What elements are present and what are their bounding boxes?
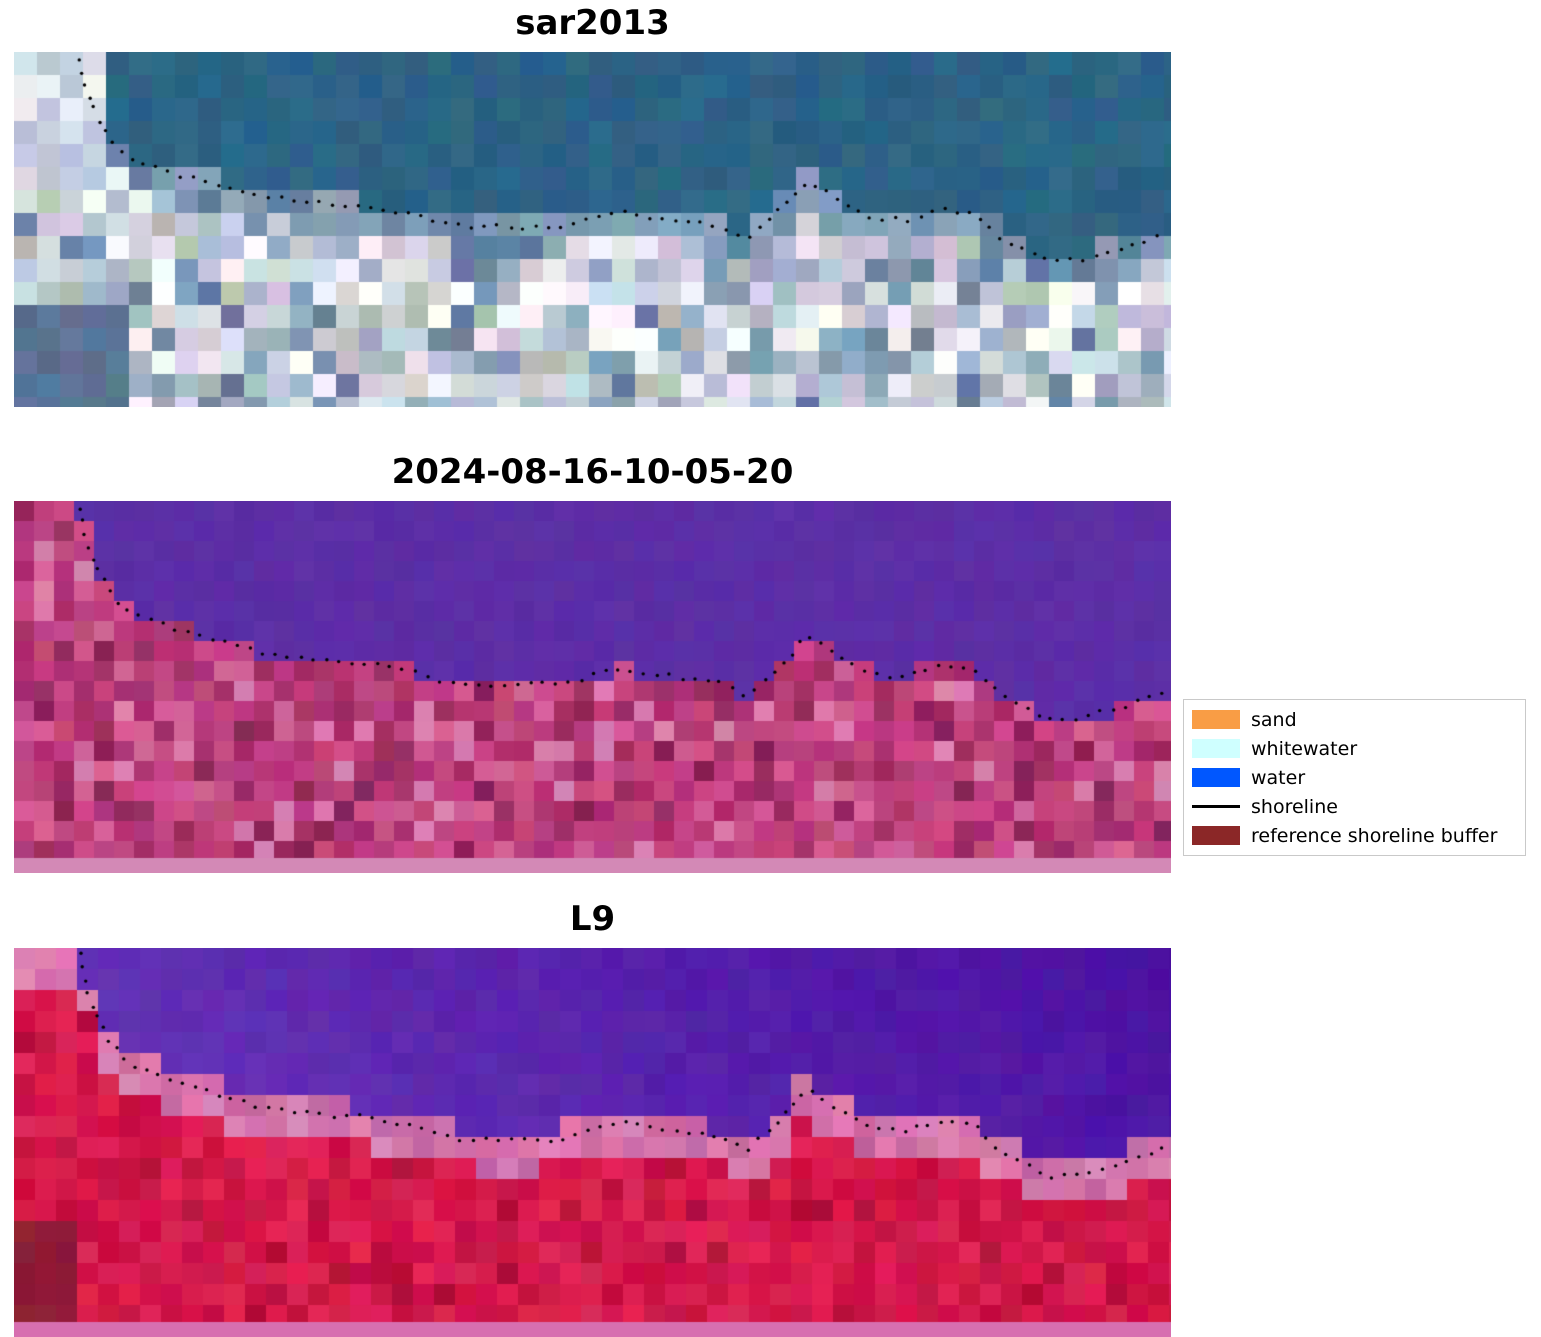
reference-shoreline-buffer-swatch [1192,826,1240,845]
legend: sand whitewater water shoreline referenc… [1183,699,1526,856]
legend-label-sand: sand [1251,708,1297,731]
shoreline-line-swatch [1192,805,1240,808]
water-swatch [1192,768,1240,787]
legend-label-shoreline: shoreline [1251,795,1338,818]
classification-image [14,501,1171,873]
sar2013-image [14,52,1171,407]
legend-label-reference-shoreline-buffer: reference shoreline buffer [1251,824,1498,847]
sand-swatch [1192,710,1240,729]
legend-label-water: water [1251,766,1306,789]
legend-item-shoreline: shoreline [1192,792,1517,821]
legend-label-whitewater: whitewater [1251,737,1358,760]
legend-item-whitewater: whitewater [1192,734,1517,763]
panel-title-l9: L9 [569,899,616,939]
panel-title-sar2013: sar2013 [515,3,670,43]
legend-item-sand: sand [1192,705,1517,734]
whitewater-swatch [1192,739,1240,758]
panel-title-classification: 2024-08-16-10-05-20 [391,452,794,492]
legend-item-water: water [1192,763,1517,792]
legend-item-reference-shoreline-buffer: reference shoreline buffer [1192,821,1517,850]
l9-image [14,948,1171,1337]
